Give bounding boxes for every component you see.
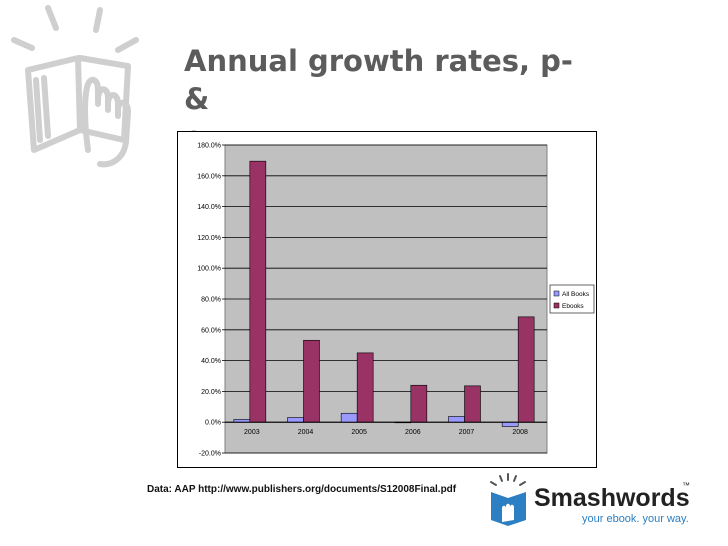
bar-ebooks bbox=[464, 385, 481, 423]
y-tick-label: -20.0% bbox=[199, 451, 221, 458]
x-tick-label: 2006 bbox=[405, 429, 421, 436]
y-tick-label: 100.0% bbox=[197, 266, 221, 273]
smashwords-wordmark: Smashwords bbox=[534, 484, 690, 512]
x-tick-label: 2005 bbox=[351, 429, 367, 436]
y-tick-label: 40.0% bbox=[201, 358, 221, 365]
hand-holding-book-icon bbox=[11, 5, 139, 168]
y-tick-label: 180.0% bbox=[197, 143, 221, 150]
chart-frame: 180.0% 160.0% 140.0% 120.0% 100.0% 80.0% 60.0%… bbox=[177, 131, 597, 468]
y-tick-label: 0.0% bbox=[205, 420, 221, 427]
bar-ebooks bbox=[517, 316, 535, 423]
x-tick-label: 2003 bbox=[244, 429, 260, 436]
y-tick-label: 120.0% bbox=[197, 235, 221, 242]
source-citation: Data: AAP http://www.publishers.org/docu… bbox=[147, 484, 457, 495]
smashwords-tagline: your ebook. your way. bbox=[582, 513, 689, 525]
bar-chart: 180.0% 160.0% 140.0% 120.0% 100.0% 80.0% 60.0%… bbox=[197, 143, 595, 458]
y-tick-label: 80.0% bbox=[201, 297, 221, 304]
bar-ebooks bbox=[410, 384, 428, 423]
bar-all-books bbox=[501, 421, 519, 427]
bar-all-books bbox=[448, 416, 465, 423]
legend-label: Ebooks bbox=[562, 303, 584, 310]
legend-swatch bbox=[553, 302, 560, 309]
x-tick-label: 2004 bbox=[298, 429, 314, 436]
trademark-symbol: ™ bbox=[682, 481, 690, 490]
smashwords-hand-icon bbox=[490, 473, 526, 526]
bar-all-books bbox=[340, 412, 358, 423]
bar-ebooks bbox=[249, 160, 267, 423]
x-tick-label: 2008 bbox=[512, 429, 528, 436]
bar-ebooks bbox=[356, 352, 374, 423]
x-tick-label: 2007 bbox=[459, 429, 475, 436]
slide-title: Annual growth rates, p- & e- bbox=[184, 42, 604, 156]
y-tick-label: 20.0% bbox=[201, 389, 221, 396]
bar-ebooks bbox=[303, 339, 320, 423]
legend-swatch bbox=[553, 290, 560, 297]
y-tick-label: 140.0% bbox=[197, 204, 221, 211]
bar-all-books bbox=[287, 417, 304, 423]
y-tick-label: 60.0% bbox=[201, 327, 221, 334]
smashwords-logo: Smashwords ™ your ebook. your way. bbox=[490, 473, 690, 526]
slide-title-line1: Annual growth rates, p- & bbox=[184, 44, 573, 116]
legend-box bbox=[549, 284, 595, 314]
y-tick-label: 160.0% bbox=[197, 173, 221, 180]
legend-label: All Books bbox=[562, 291, 590, 298]
